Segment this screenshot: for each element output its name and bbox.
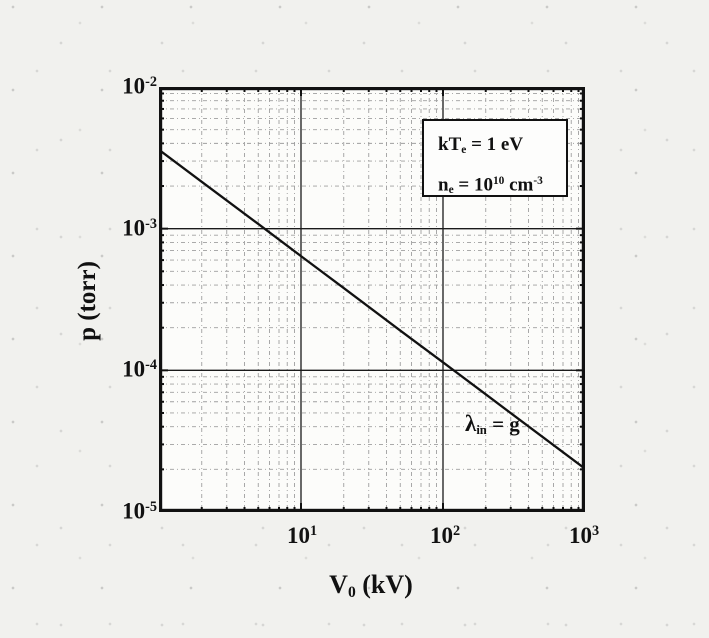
x-tick-1000: 103 bbox=[568, 523, 600, 548]
curve-label-equation: = g bbox=[486, 412, 520, 436]
y-tick-1e-4: 10-4 bbox=[122, 356, 157, 382]
curve-label-lambda-in-g: λin = g bbox=[465, 411, 520, 438]
condition-kTe: kTe = 1 eV bbox=[438, 134, 524, 156]
conditions-box: kTe = 1 eV ne = 1010 cm-3 bbox=[422, 119, 568, 197]
lambda-symbol: λ bbox=[465, 411, 477, 436]
x-tick-100: 102 bbox=[429, 523, 461, 548]
y-tick-1e-3: 10-3 bbox=[122, 215, 157, 241]
plot-border bbox=[159, 87, 585, 512]
y-tick-1e-2: 10-2 bbox=[122, 73, 157, 99]
plot-canvas bbox=[159, 87, 585, 512]
lambda-subscript: in bbox=[476, 423, 487, 438]
condition-ne: ne = 1010 cm-3 bbox=[438, 174, 543, 196]
x-tick-10: 101 bbox=[286, 523, 318, 548]
x-axis-title: V0 (kV) bbox=[329, 569, 413, 602]
data-line-lambda-eq-g bbox=[159, 148, 585, 470]
y-axis-title: p (torr) bbox=[74, 261, 101, 341]
y-tick-1e-5: 10-5 bbox=[122, 498, 157, 524]
